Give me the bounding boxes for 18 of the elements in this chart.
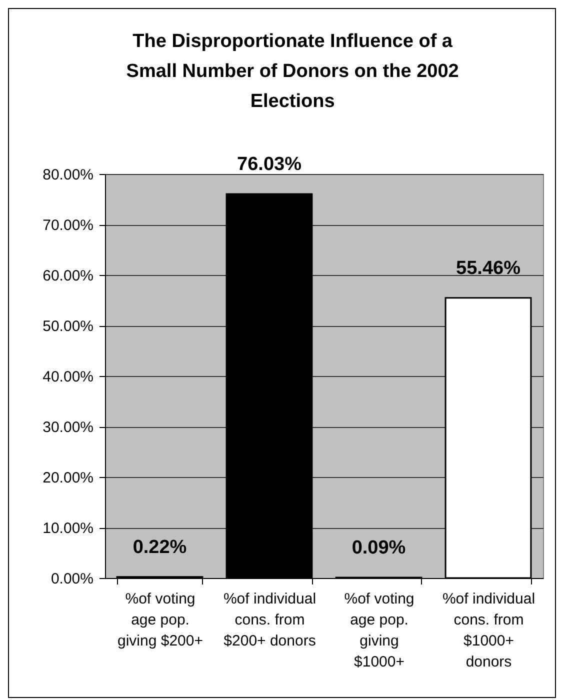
x-tick-label: %of individual cons. from $1000+ donors (442, 590, 536, 670)
x-tick-label: %of voting age pop. giving $200+ (118, 590, 204, 650)
y-tick-label: 10.00% (42, 520, 94, 537)
data-label: 0.22% (132, 536, 187, 558)
y-tick-label: 20.00% (42, 470, 94, 486)
x-tick-label: %of individual cons. from $200+ donors (223, 590, 316, 650)
chart-title: The Disproportionate Influence of a Small Number of Donors on the 2002 Elections (126, 31, 459, 112)
data-label: 0.09% (352, 538, 406, 559)
y-tick-label: 30.00% (42, 419, 94, 436)
x-tick-label: %of voting age pop. giving $1000+ (344, 590, 414, 670)
y-tick-label: 0.00% (50, 570, 94, 588)
y-tick-label: 50.00% (42, 318, 94, 335)
y-tick-label: 40.00% (42, 368, 94, 386)
y-tick-label: 60.00% (42, 268, 94, 284)
data-label: 76.03% (237, 154, 302, 176)
data-label: 55.46% (456, 258, 521, 279)
y-tick-label: 70.00% (42, 217, 94, 234)
y-tick-label: 80.00% (42, 166, 94, 184)
